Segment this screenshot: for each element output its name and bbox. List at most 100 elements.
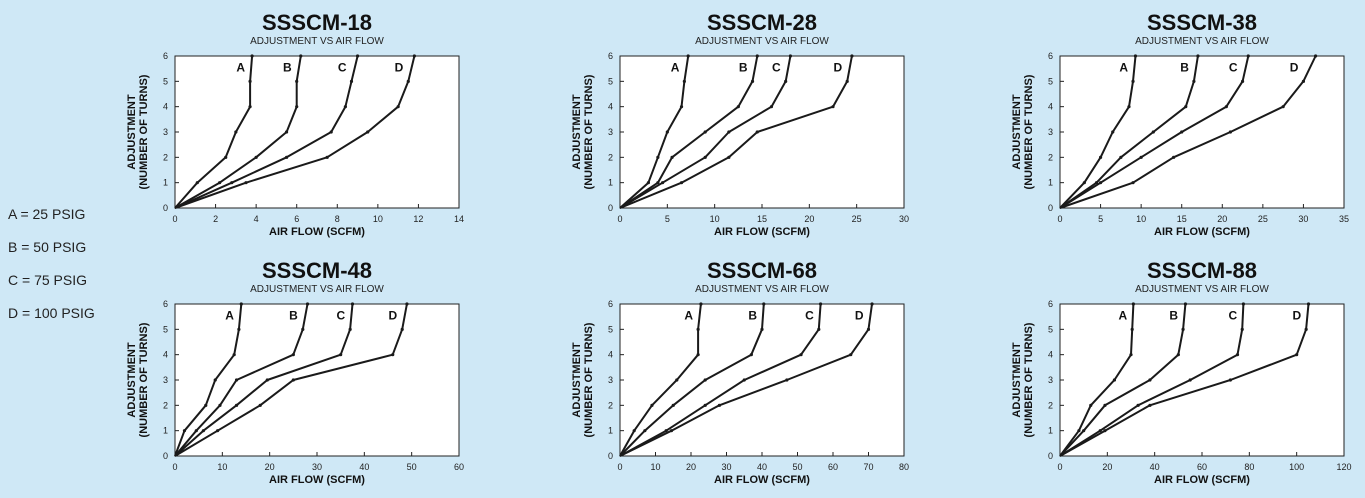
x-tick-label: 60 [454, 462, 464, 472]
series-label-b: B [1169, 308, 1178, 322]
x-tick-label: 30 [721, 462, 731, 472]
y-tick-label: 2 [608, 400, 613, 410]
chart-ssscm-48: SSSCM-48 ADJUSTMENT VS AIR FLOW 0 1 2 3 4 5 6 0 10… [115, 252, 464, 497]
y-tick-label: 4 [1048, 350, 1053, 360]
data-point [788, 54, 792, 58]
x-tick-label: 20 [804, 214, 814, 224]
y-tick-label: 0 [163, 203, 168, 213]
y-tick-label: 0 [163, 451, 168, 461]
data-point [679, 105, 684, 109]
y-tick-label: 2 [608, 152, 613, 162]
data-point [239, 302, 243, 306]
series-label-a: A [236, 60, 245, 74]
y-tick-label: 3 [1048, 127, 1053, 137]
data-point [355, 54, 360, 58]
x-tick-label: 12 [413, 214, 423, 224]
data-point [291, 353, 295, 357]
data-point [1119, 155, 1123, 159]
data-point [234, 130, 238, 134]
data-point [703, 378, 707, 382]
data-point [849, 353, 853, 357]
data-point [194, 429, 198, 433]
x-axis-label: AIR FLOW (SCFM) [714, 226, 810, 238]
data-point [656, 155, 660, 159]
chart-subtitle: ADJUSTMENT VS AIR FLOW [250, 36, 384, 47]
x-tick-label: 5 [1098, 214, 1103, 224]
data-point [1196, 54, 1200, 58]
data-point [1304, 327, 1308, 331]
data-point [295, 105, 299, 109]
data-point [182, 429, 187, 433]
data-point [366, 130, 370, 134]
data-point [305, 302, 310, 306]
series-label-d: D [855, 308, 864, 322]
y-tick-label: 1 [608, 426, 613, 436]
data-point [703, 130, 707, 134]
data-point [1131, 181, 1135, 185]
data-point [1111, 130, 1115, 134]
y-tick-label: 1 [608, 178, 613, 188]
data-point [1240, 327, 1244, 331]
data-point [412, 54, 416, 58]
series-label-b: B [748, 308, 757, 322]
series-label-c: C [336, 308, 345, 322]
series-label-a: A [225, 308, 234, 322]
data-point [1228, 130, 1232, 134]
data-point [406, 79, 410, 83]
y-tick-label: 1 [163, 178, 168, 188]
y-tick-label: 0 [1048, 203, 1053, 213]
data-point [703, 403, 707, 407]
data-point [762, 302, 766, 306]
x-tick-label: 0 [172, 462, 177, 472]
x-axis-label: AIR FLOW (SCFM) [269, 474, 365, 486]
data-point [349, 79, 354, 83]
data-point [1103, 403, 1107, 407]
chart-subtitle: ADJUSTMENT VS AIR FLOW [695, 36, 829, 47]
data-point [1176, 353, 1180, 357]
data-point [348, 327, 352, 331]
y-tick-label: 3 [163, 375, 168, 385]
data-point [784, 79, 788, 83]
y-tick-label: 2 [163, 152, 168, 162]
x-tick-label: 8 [335, 214, 340, 224]
data-point [1241, 302, 1246, 306]
chart-subtitle: ADJUSTMENT VS AIR FLOW [250, 284, 384, 295]
data-point [295, 79, 299, 83]
data-point [679, 181, 684, 185]
series-label-c: C [772, 60, 781, 74]
chart-subtitle: ADJUSTMENT VS AIR FLOW [1135, 284, 1269, 295]
y-tick-label: 0 [1048, 451, 1053, 461]
y-axis-label: ADJUSTMENT(NUMBER OF TURNS) [126, 74, 150, 189]
x-tick-label: 10 [650, 462, 660, 472]
x-tick-label: 14 [454, 214, 464, 224]
x-axis-label: AIR FLOW (SCFM) [1154, 474, 1250, 486]
data-point [195, 181, 199, 185]
y-tick-label: 5 [608, 76, 613, 86]
x-tick-label: 80 [899, 462, 909, 472]
x-tick-label: 0 [172, 214, 177, 224]
data-point [717, 403, 721, 407]
data-point [213, 378, 217, 382]
chart-title: SSSCM-28 [707, 10, 817, 35]
data-point [696, 353, 700, 357]
data-point [670, 155, 674, 159]
x-axis-label: AIR FLOW (SCFM) [269, 226, 365, 238]
x-tick-label: 0 [617, 462, 622, 472]
data-point [396, 105, 400, 109]
data-point [1127, 105, 1131, 109]
data-point [405, 302, 409, 306]
data-point [248, 105, 252, 109]
y-tick-label: 6 [608, 51, 613, 61]
data-point [1112, 378, 1117, 382]
x-tick-label: 35 [1339, 214, 1349, 224]
data-point [845, 79, 849, 83]
x-tick-label: 10 [1136, 214, 1146, 224]
series-label-a: A [671, 60, 680, 74]
y-tick-label: 6 [1048, 51, 1053, 61]
y-tick-label: 1 [1048, 178, 1053, 188]
chart-ssscm-18: SSSCM-18 ADJUSTMENT VS AIR FLOW 0 1 2 3 4 5 6 0 2 4… [115, 4, 464, 249]
x-tick-label: 20 [1102, 462, 1112, 472]
